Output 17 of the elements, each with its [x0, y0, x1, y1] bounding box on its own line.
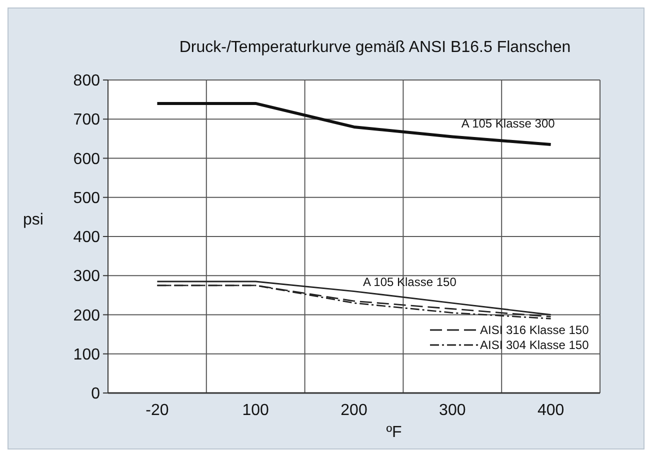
y-tick-label: 700 [73, 112, 100, 129]
x-tick-label: 300 [439, 402, 466, 419]
x-tick-label: -20 [146, 402, 169, 419]
y-tick-label: 600 [73, 150, 100, 168]
y-tick-label: 800 [73, 72, 100, 90]
y-axis-title: psi [23, 212, 44, 228]
chart-title: Druck-/Temperaturkurve gemäß ANSI B16.5 Flanschen [179, 39, 571, 56]
y-tick-label: 300 [73, 268, 100, 286]
y-tick-label: 0 [91, 386, 100, 403]
x-axis-title: ºF [386, 424, 402, 441]
y-tick-label: 500 [73, 190, 100, 207]
x-tick-label: 100 [242, 402, 270, 419]
y-tick-label: 200 [73, 307, 100, 324]
x-tick-label: 400 [537, 402, 564, 419]
y-tick-label: 100 [73, 346, 100, 364]
x-tick-label: 200 [340, 402, 368, 419]
y-tick-label: 400 [73, 229, 100, 246]
